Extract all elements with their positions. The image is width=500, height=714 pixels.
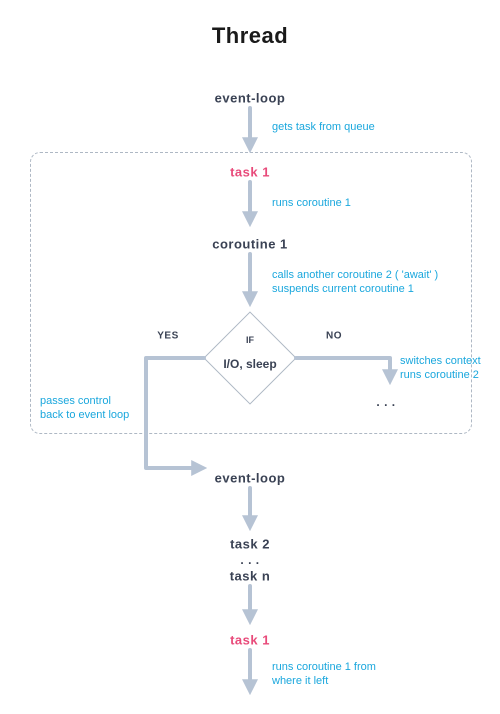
diagram-title: Thread [212,23,288,49]
annotation-a1: gets task from queue [272,120,375,134]
node-no: NO [326,331,342,342]
node-eventloop1: event-loop [215,91,286,106]
node-dots_no: . . . [376,395,395,409]
annotation-a2: runs coroutine 1 [272,196,351,210]
node-taskn: task n [230,569,271,584]
node-eventloop2: event-loop [215,471,286,486]
annotation-a4: switches context runs coroutine 2 [400,354,481,383]
node-dots_mid: . . . [240,553,259,567]
annotation-a3: calls another coroutine 2 ( 'await' ) su… [272,268,438,297]
node-coroutine1: coroutine 1 [212,237,288,252]
diamond-top-text: IF [246,335,254,345]
annotation-a6: runs coroutine 1 from where it left [272,660,376,689]
node-yes: YES [157,331,179,342]
node-task2: task 2 [230,537,270,552]
node-task1b: task 1 [230,633,270,648]
node-task1a: task 1 [230,165,270,180]
diamond-main-text: I/O, sleep [223,357,276,371]
flowchart-canvas: Thread IF I/O, sleep event-loop task 1 cor… [0,0,500,714]
annotation-a5: passes control back to event loop [40,394,129,423]
